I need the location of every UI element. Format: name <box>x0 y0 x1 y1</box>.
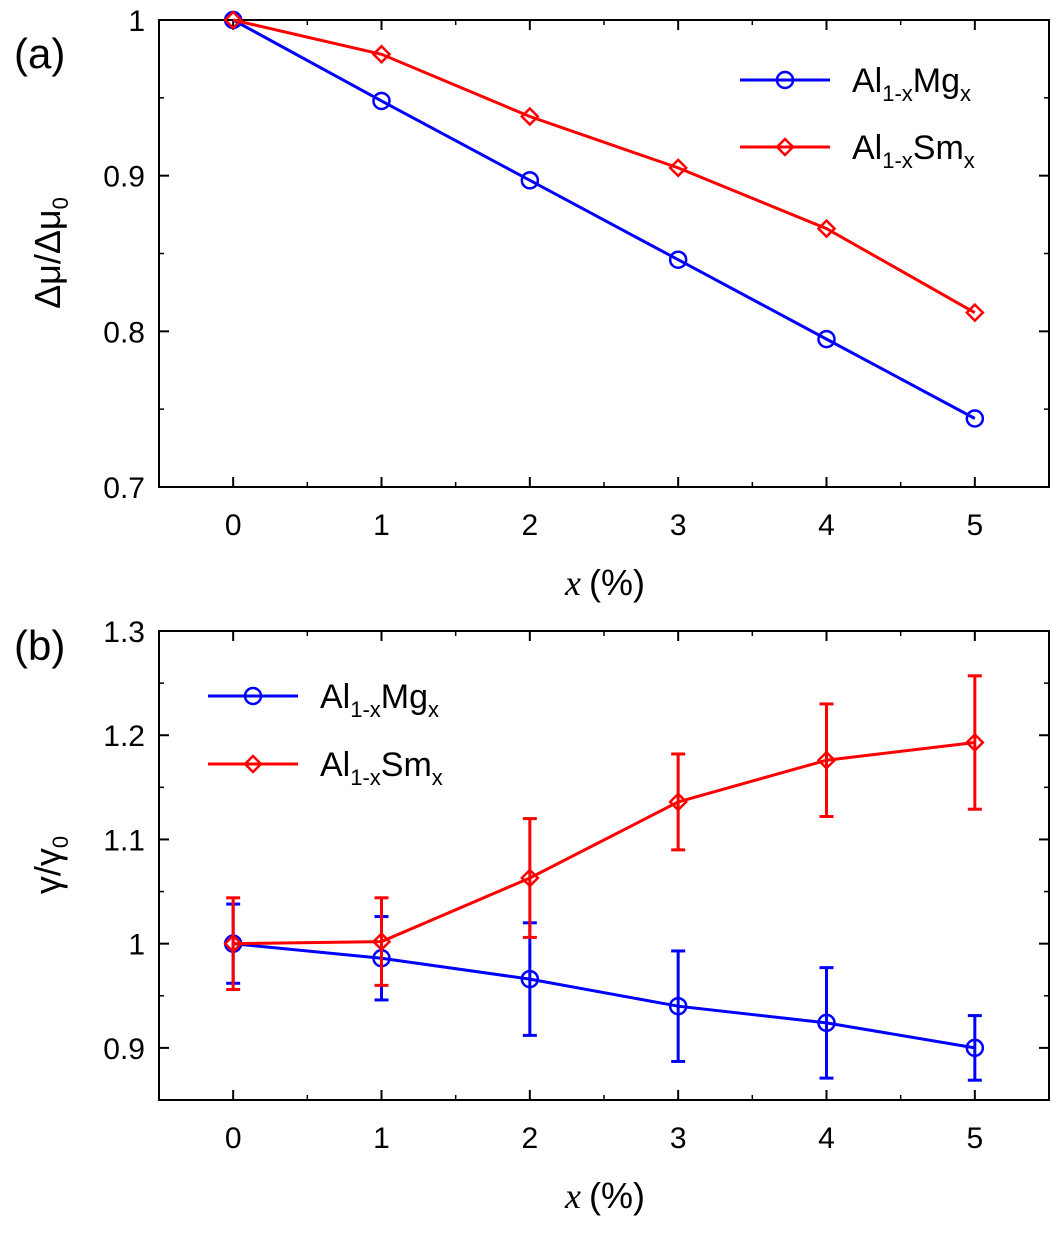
data-point-circle <box>817 1013 836 1033</box>
data-point-diamond <box>816 218 837 239</box>
y-tick-label: 0.7 <box>103 472 145 505</box>
panel-a: 0 1 2 3 4 5 0.7 0.8 0.9 1 (a) Δμ/Δμ0 x (%) Al1-xMg… <box>14 5 1050 603</box>
legend-entry: Al1-xMgx <box>208 678 439 722</box>
data-point-circle <box>668 996 688 1016</box>
series-line <box>233 942 976 1050</box>
data-point-diamond <box>371 44 392 65</box>
panel-b-xlabel: x (%) <box>564 1175 645 1216</box>
panel-a-label: (a) <box>14 30 65 77</box>
data-point-diamond <box>668 792 688 812</box>
data-point-circle <box>520 171 540 190</box>
legend-label: Al1-xMgx <box>852 62 971 106</box>
y-tick-label: 1 <box>128 929 145 962</box>
x-tick-label: 5 <box>966 509 983 542</box>
data-point-diamond <box>223 933 243 954</box>
x-tick-label: 5 <box>966 1122 983 1155</box>
data-point-circle <box>372 91 391 111</box>
panel-b: 0 1 2 3 4 5 0.9 1 1.1 1.2 1.3 (b) γ/γ0 x (%) Al1-xM… <box>14 616 1050 1216</box>
legend-entry: Al1-xSmx <box>740 129 975 173</box>
panel-a-ticks: 0 1 2 3 4 5 0.7 0.8 0.9 1 <box>103 5 1050 542</box>
y-tick-label: 0.8 <box>103 316 145 349</box>
legend-label: Al1-xSmx <box>320 746 443 790</box>
legend-marker <box>243 686 263 706</box>
panel-a-legend: Al1-xMgx Al1-xSmx <box>740 62 975 173</box>
x-tick-label: 4 <box>818 1122 835 1155</box>
data-point-circle <box>965 1038 985 1058</box>
y-tick-label: 0.9 <box>103 161 145 194</box>
panel-b-legend: Al1-xMgx Al1-xSmx <box>208 678 443 790</box>
x-tick-label: 1 <box>373 1122 390 1155</box>
y-tick-label: 1.1 <box>103 824 145 857</box>
data-point-circle <box>520 969 540 989</box>
legend-entry: Al1-xMgx <box>740 62 971 106</box>
data-point-circle <box>817 329 836 349</box>
data-point-diamond <box>223 10 243 30</box>
series-line <box>232 18 976 314</box>
legend-marker <box>243 754 263 774</box>
y-tick-label: 1 <box>128 5 145 38</box>
y-tick-label: 1.2 <box>103 720 145 753</box>
x-tick-label: 0 <box>225 509 242 542</box>
data-point-diamond <box>816 750 837 771</box>
series-sm <box>223 674 985 992</box>
panel-b-frame <box>158 630 1050 1101</box>
data-point-diamond <box>371 931 392 952</box>
panel-b-series <box>223 674 985 1082</box>
y-tick-label: 1.3 <box>103 616 145 649</box>
panel-a-series <box>223 10 985 428</box>
x-tick-label: 3 <box>670 1122 687 1155</box>
x-tick-label: 1 <box>373 509 390 542</box>
legend-label: Al1-xMgx <box>320 678 439 722</box>
legend-marker <box>775 137 795 157</box>
x-tick-label: 3 <box>670 509 687 542</box>
panel-a-xlabel: x (%) <box>564 562 645 603</box>
series-line <box>232 18 976 420</box>
x-tick-label: 0 <box>225 1122 242 1155</box>
panel-b-ticks: 0 1 2 3 4 5 0.9 1 1.1 1.2 1.3 <box>103 616 1050 1155</box>
panel-b-ylabel: γ/γ0 <box>27 836 73 894</box>
data-point-diamond <box>520 868 540 888</box>
data-point-circle <box>668 250 688 269</box>
x-tick-label: 4 <box>818 509 835 542</box>
x-tick-label: 2 <box>521 1122 538 1155</box>
series-sm <box>223 10 985 323</box>
panel-b-label: (b) <box>14 622 65 669</box>
data-point-diamond <box>520 106 540 127</box>
data-point-diamond <box>668 158 688 178</box>
series-line <box>233 741 976 946</box>
legend-label: Al1-xSmx <box>852 129 975 173</box>
legend-marker <box>775 70 795 90</box>
y-tick-label: 0.9 <box>103 1033 145 1066</box>
data-point-diamond <box>965 732 985 753</box>
legend-entry: Al1-xSmx <box>208 746 443 790</box>
data-point-diamond <box>965 302 985 323</box>
data-point-circle <box>965 409 985 428</box>
series-mg <box>223 902 985 1082</box>
panel-a-ylabel: Δμ/Δμ0 <box>27 197 73 309</box>
x-tick-label: 2 <box>521 509 538 542</box>
